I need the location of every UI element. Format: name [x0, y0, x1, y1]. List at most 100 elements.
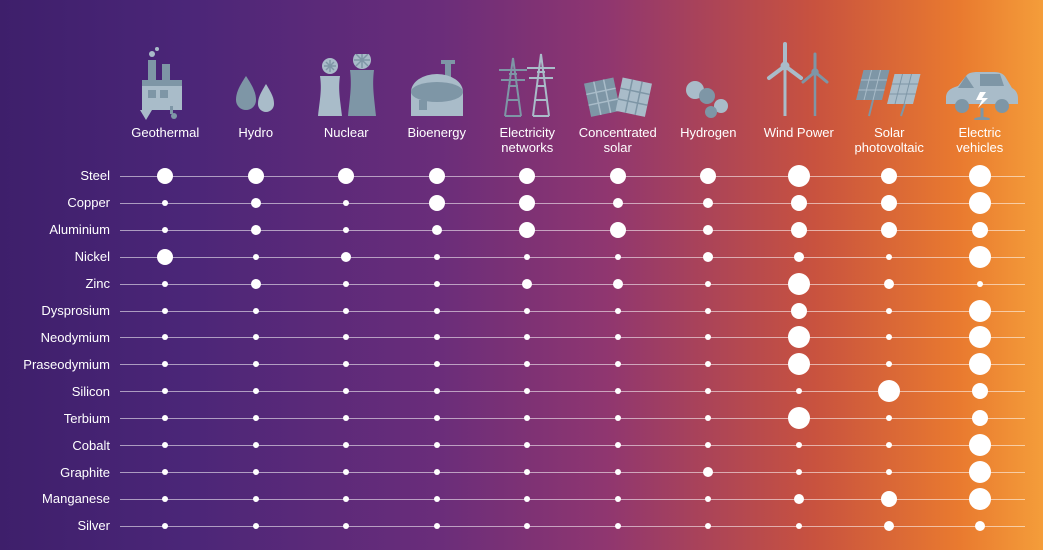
intensity-dot: [343, 361, 349, 367]
matrix-cell: [663, 388, 754, 394]
intensity-dot: [524, 469, 530, 475]
intensity-dot: [162, 442, 168, 448]
intensity-dot: [253, 334, 259, 340]
matrix-cell: [301, 168, 392, 184]
cooling-towers-icon: [310, 42, 382, 120]
intensity-dot: [969, 326, 991, 348]
intensity-dot: [886, 442, 892, 448]
data-row: Manganese: [0, 486, 1025, 512]
matrix-cell: [663, 442, 754, 448]
intensity-dot: [705, 442, 711, 448]
column-header-ev: Electric vehicles: [935, 42, 1026, 162]
matrix-cell: [844, 442, 935, 448]
intensity-dot: [434, 388, 440, 394]
intensity-dot: [969, 165, 991, 187]
intensity-dot: [791, 195, 807, 211]
matrix-cell: [935, 461, 1026, 483]
intensity-dot: [886, 469, 892, 475]
matrix-cell: [120, 281, 211, 287]
intensity-dot: [343, 523, 349, 529]
intensity-dot: [524, 388, 530, 394]
matrix-cell: [120, 249, 211, 265]
matrix-cell: [392, 281, 483, 287]
matrix-cell: [392, 469, 483, 475]
wind-turbines-icon: [763, 42, 835, 120]
intensity-dot: [343, 308, 349, 314]
matrix-cell: [120, 496, 211, 502]
matrix-cell: [211, 469, 302, 475]
intensity-dot: [519, 222, 535, 238]
intensity-dot: [705, 523, 711, 529]
intensity-dot: [969, 353, 991, 375]
intensity-dot: [610, 168, 626, 184]
matrix-cell: [844, 279, 935, 289]
column-label: Concentrated solar: [575, 126, 662, 158]
matrix-cell: [844, 195, 935, 211]
intensity-dot: [253, 469, 259, 475]
matrix-cell: [211, 198, 302, 208]
matrix-cell: [301, 281, 392, 287]
intensity-dot: [434, 496, 440, 502]
matrix-cell: [573, 308, 664, 314]
intensity-dot: [705, 415, 711, 421]
column-header-geothermal: Geothermal: [120, 42, 211, 162]
intensity-dot: [703, 198, 713, 208]
matrix-cell: [301, 334, 392, 340]
row-label: Zinc: [0, 276, 120, 291]
matrix-cell: [301, 442, 392, 448]
matrix-cell: [211, 496, 302, 502]
column-label: Solar photovoltaic: [846, 126, 933, 158]
intensity-dot: [432, 225, 442, 235]
intensity-dot: [338, 168, 354, 184]
intensity-dot: [788, 273, 810, 295]
column-header-wind: Wind Power: [754, 42, 845, 162]
intensity-dot: [705, 334, 711, 340]
droplets-icon: [228, 42, 284, 120]
intensity-dot: [253, 496, 259, 502]
column-header-pv: Solar photovoltaic: [844, 42, 935, 162]
column-label: Electricity networks: [484, 126, 571, 158]
intensity-dot: [429, 168, 445, 184]
intensity-dot: [796, 469, 802, 475]
matrix-cell: [301, 469, 392, 475]
matrix-cell: [120, 469, 211, 475]
matrix-cell: [573, 168, 664, 184]
intensity-dot: [162, 227, 168, 233]
column-header-hydro: Hydro: [211, 42, 302, 162]
matrix-cell: [573, 442, 664, 448]
matrix-cell: [844, 521, 935, 531]
matrix-cell: [573, 523, 664, 529]
matrix-cell: [301, 200, 392, 206]
matrix-cell: [120, 361, 211, 367]
matrix-cell: [844, 308, 935, 314]
matrix-cell: [573, 222, 664, 238]
intensity-dot: [434, 415, 440, 421]
intensity-dot: [705, 361, 711, 367]
intensity-dot: [157, 168, 173, 184]
intensity-dot: [343, 281, 349, 287]
matrix-cell: [211, 388, 302, 394]
intensity-dot: [343, 496, 349, 502]
matrix-cell: [482, 361, 573, 367]
matrix-cell: [754, 388, 845, 394]
intensity-dot: [788, 407, 810, 429]
matrix-cell: [935, 434, 1026, 456]
matrix-cell: [844, 254, 935, 260]
intensity-dot: [788, 326, 810, 348]
matrix-cell: [392, 361, 483, 367]
intensity-dot: [615, 442, 621, 448]
row-label: Praseodymium: [0, 357, 120, 372]
intensity-dot: [519, 195, 535, 211]
intensity-dot: [975, 521, 985, 531]
matrix-cell: [482, 469, 573, 475]
matrix-cell: [573, 254, 664, 260]
matrix-cell: [663, 308, 754, 314]
matrix-cell: [844, 334, 935, 340]
intensity-dot: [341, 252, 351, 262]
intensity-dot: [881, 195, 897, 211]
matrix-cell: [935, 246, 1026, 268]
column-label: Nuclear: [324, 126, 369, 158]
matrix-cell: [120, 200, 211, 206]
matrix-cell: [301, 415, 392, 421]
matrix-cell: [482, 334, 573, 340]
